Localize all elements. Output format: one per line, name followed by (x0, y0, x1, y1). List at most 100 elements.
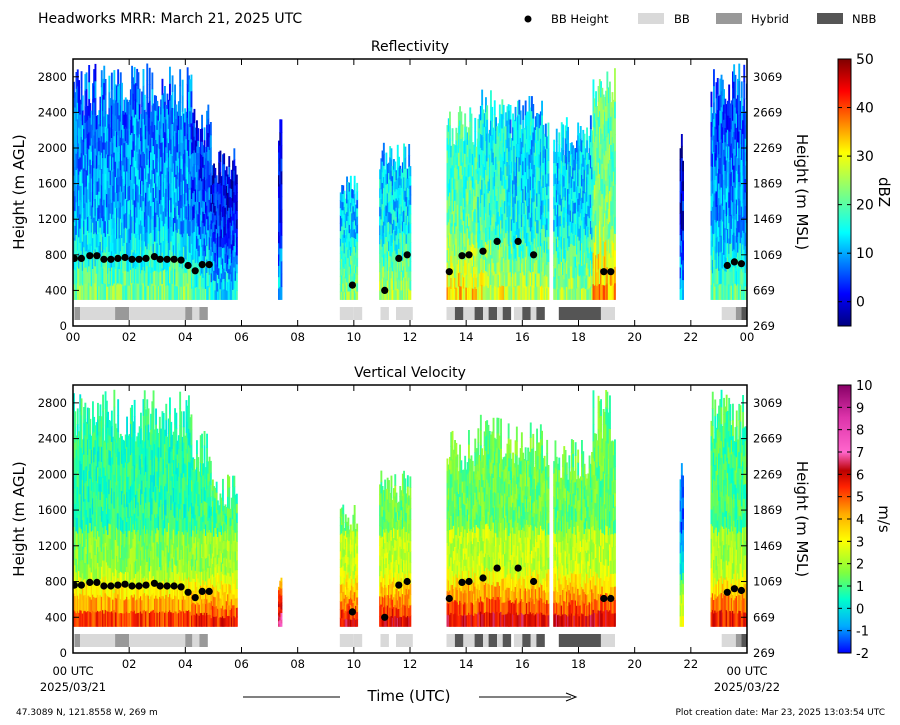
heatmap-cell (454, 255, 456, 267)
heatmap-cell (527, 192, 530, 206)
heatmap-cell (460, 125, 463, 139)
heatmap-cell (602, 138, 605, 154)
heatmap-cell (546, 264, 549, 277)
heatmap-cell (152, 201, 155, 216)
heatmap-cell (343, 245, 346, 254)
heatmap-cell (184, 162, 187, 178)
heatmap-cell (498, 243, 501, 259)
heatmap-cell (483, 286, 486, 300)
heatmap-cell (81, 182, 84, 198)
heatmap-cell (589, 141, 592, 156)
heatmap-cell (607, 87, 610, 104)
heatmap-cell (526, 111, 528, 126)
heatmap-cell (518, 256, 521, 272)
heatmap-cell (553, 173, 556, 186)
heatmap-cell (730, 128, 733, 144)
heatmap-cell (601, 148, 604, 164)
heatmap-cell (493, 157, 496, 172)
heatmap-cell (102, 141, 104, 159)
heatmap-cell (542, 199, 545, 213)
heatmap-cell (713, 69, 715, 87)
heatmap-cell (524, 199, 527, 215)
heatmap-cell (388, 182, 390, 193)
heatmap-cell (496, 274, 499, 288)
heatmap-cell (169, 133, 171, 151)
heatmap-cell (602, 182, 605, 198)
heatmap-cell (341, 258, 343, 268)
heatmap-cell (189, 95, 192, 112)
heatmap-cell (610, 271, 613, 286)
heatmap-cell (710, 254, 713, 271)
heatmap-cell (123, 242, 126, 258)
heatmap-cell (208, 286, 211, 300)
heatmap-cell (528, 284, 531, 300)
heatmap-cell (105, 246, 108, 261)
heatmap-cell (393, 229, 395, 240)
heatmap-cell (126, 142, 128, 158)
heatmap-cell (235, 192, 238, 202)
heatmap-cell (737, 78, 739, 96)
heatmap-cell (735, 141, 738, 157)
heatmap-cell (128, 228, 131, 243)
heatmap-cell (209, 134, 212, 148)
heatmap-cell (81, 110, 84, 126)
heatmap-cell (86, 188, 89, 204)
heatmap-cell (197, 213, 200, 227)
heatmap-cell (95, 155, 98, 169)
heatmap-cell (682, 249, 684, 261)
heatmap-cell (735, 184, 738, 200)
heatmap-cell (543, 216, 546, 229)
heatmap-cell (554, 152, 557, 164)
heatmap-cell (136, 233, 139, 251)
heatmap-cell (450, 189, 453, 202)
heatmap-cell (127, 186, 130, 202)
heatmap-cell (592, 283, 595, 300)
heatmap-cell (718, 95, 720, 111)
heatmap-cell (196, 209, 198, 224)
heatmap-cell (446, 199, 449, 213)
heatmap-cell (487, 263, 490, 277)
heatmap-cell (725, 271, 728, 286)
heatmap-cell (230, 197, 233, 208)
heatmap-cell (719, 173, 722, 190)
heatmap-cell (351, 197, 354, 206)
heatmap-cell (78, 283, 80, 300)
heatmap-cell (346, 264, 348, 274)
heatmap-cell (140, 193, 142, 208)
heatmap-cell (227, 183, 229, 193)
heatmap-cell (614, 216, 616, 234)
heatmap-cell (175, 146, 178, 161)
heatmap-cell (536, 259, 538, 274)
heatmap-cell (600, 237, 602, 254)
heatmap-cell (734, 171, 737, 188)
heatmap-cell (210, 228, 213, 239)
heatmap-cell (155, 284, 157, 300)
heatmap-cell (602, 196, 605, 213)
heatmap-cell (493, 214, 496, 229)
heatmap-cell (493, 256, 496, 272)
heatmap-cell (496, 262, 499, 276)
heatmap-cell (524, 242, 527, 258)
heatmap-cell (454, 178, 456, 190)
heatmap-cell (86, 244, 89, 259)
heatmap-cell (554, 257, 557, 269)
heatmap-cell (214, 252, 217, 263)
heatmap-cell (78, 598, 80, 613)
heatmap-cell (196, 184, 198, 198)
heatmap-cell (732, 103, 734, 121)
heatmap-cell (568, 150, 571, 163)
heatmap-cell (142, 85, 145, 103)
heatmap-cell (109, 284, 112, 300)
heatmap-cell (192, 179, 195, 194)
heatmap-cell (279, 209, 282, 223)
heatmap-cell (150, 272, 152, 287)
heatmap-cell (211, 213, 214, 224)
heatmap-cell (143, 167, 146, 183)
heatmap-cell (174, 176, 176, 193)
heatmap-cell (176, 111, 179, 126)
heatmap-cell (191, 254, 193, 267)
heatmap-cell (119, 169, 122, 187)
heatmap-cell (105, 220, 108, 234)
heatmap-cell (109, 184, 112, 200)
heatmap-cell (398, 238, 400, 249)
